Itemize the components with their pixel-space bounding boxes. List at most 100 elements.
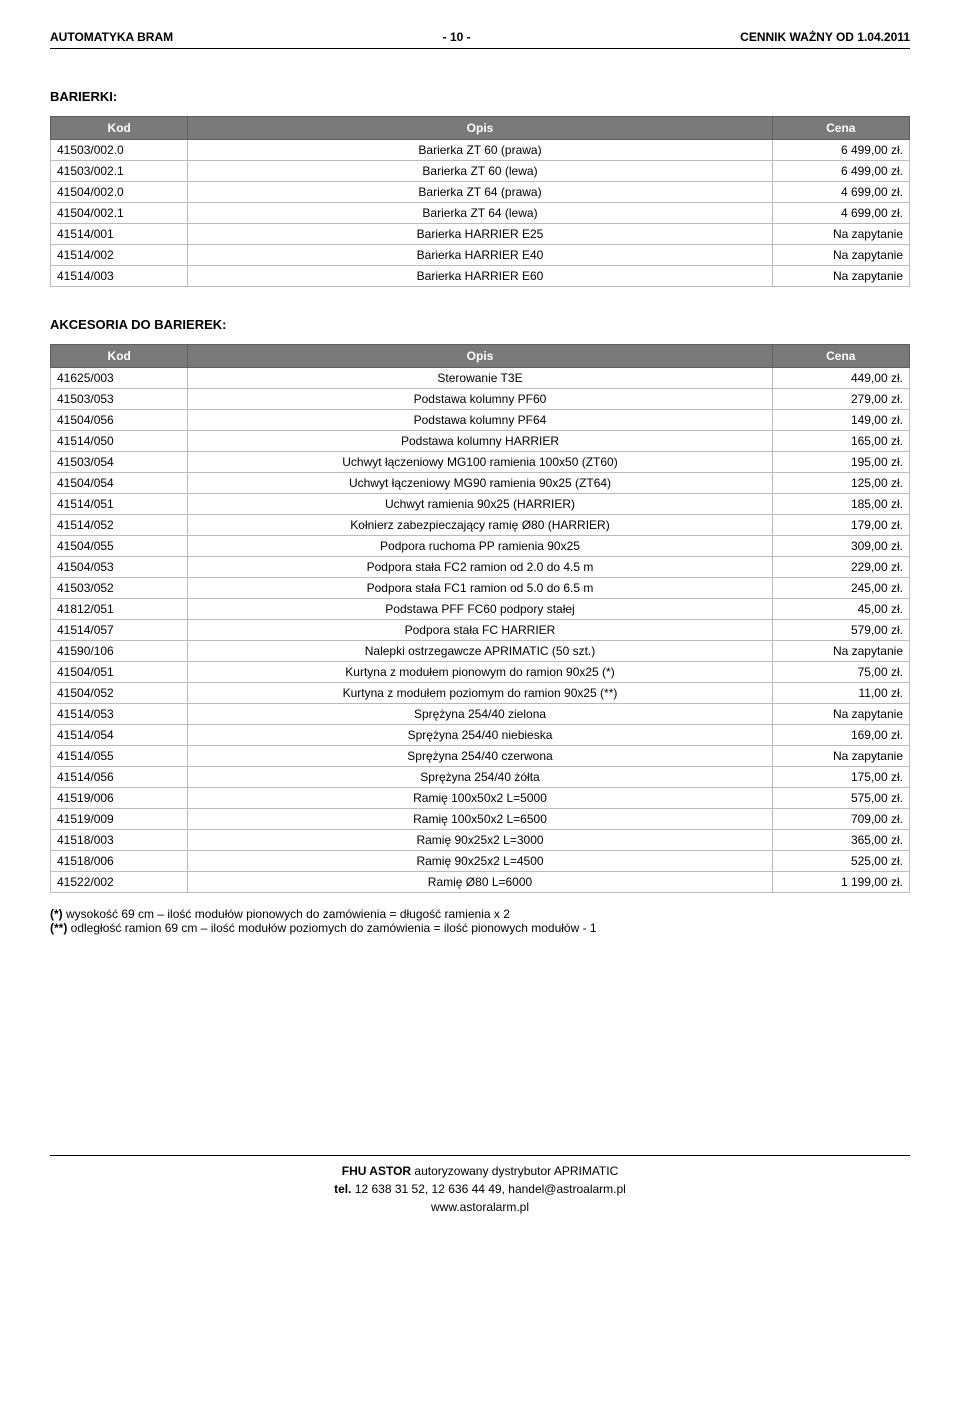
table-cell: 41514/052	[51, 515, 188, 536]
table-cell: 41503/054	[51, 452, 188, 473]
table-cell: Podstawa kolumny HARRIER	[188, 431, 772, 452]
table-cell: 41590/106	[51, 641, 188, 662]
table-cell: Sprężyna 254/40 zielona	[188, 704, 772, 725]
table-cell: Barierka HARRIER E40	[188, 245, 772, 266]
table-cell: 41514/053	[51, 704, 188, 725]
table-row: 41519/009Ramię 100x50x2 L=6500709,00 zł.	[51, 809, 910, 830]
footer-distributor: autoryzowany dystrybutor APRIMATIC	[411, 1164, 618, 1178]
table-header-cell: Cena	[772, 345, 909, 368]
price-table: KodOpisCena41625/003Sterowanie T3E449,00…	[50, 344, 910, 893]
table-cell: 1 199,00 zł.	[772, 872, 909, 893]
table-row: 41503/054Uchwyt łączeniowy MG100 ramieni…	[51, 452, 910, 473]
table-row: 41514/056Sprężyna 254/40 żółta175,00 zł.	[51, 767, 910, 788]
table-header-cell: Cena	[772, 117, 909, 140]
footer-divider	[50, 1155, 910, 1156]
table-cell: Ramię 90x25x2 L=4500	[188, 851, 772, 872]
table-row: 41503/002.0Barierka ZT 60 (prawa)6 499,0…	[51, 140, 910, 161]
header-right: CENNIK WAŻNY OD 1.04.2011	[740, 30, 910, 44]
table-cell: 41518/003	[51, 830, 188, 851]
table-cell: 449,00 zł.	[772, 368, 909, 389]
table-cell: 309,00 zł.	[772, 536, 909, 557]
table-header-cell: Opis	[188, 345, 772, 368]
table-cell: Na zapytanie	[772, 266, 909, 287]
table-cell: 41503/052	[51, 578, 188, 599]
table-row: 41504/055Podpora ruchoma PP ramienia 90x…	[51, 536, 910, 557]
footer-company: FHU ASTOR	[342, 1164, 411, 1178]
section-title: AKCESORIA DO BARIEREK:	[50, 317, 910, 332]
table-cell: 41504/053	[51, 557, 188, 578]
footer-contacts: 12 638 31 52, 12 636 44 49, handel@astro…	[351, 1182, 625, 1196]
table-cell: 6 499,00 zł.	[772, 140, 909, 161]
footnote-text: wysokość 69 cm – ilość modułów pionowych…	[66, 907, 510, 921]
table-row: 41518/006Ramię 90x25x2 L=4500525,00 zł.	[51, 851, 910, 872]
table-cell: Sprężyna 254/40 żółta	[188, 767, 772, 788]
table-row: 41504/051Kurtyna z modułem pionowym do r…	[51, 662, 910, 683]
table-row: 41514/053Sprężyna 254/40 zielonaNa zapyt…	[51, 704, 910, 725]
table-cell: 575,00 zł.	[772, 788, 909, 809]
table-cell: 279,00 zł.	[772, 389, 909, 410]
table-row: 41514/057Podpora stała FC HARRIER579,00 …	[51, 620, 910, 641]
table-row: 41514/001Barierka HARRIER E25Na zapytani…	[51, 224, 910, 245]
table-cell: 41504/002.1	[51, 203, 188, 224]
table-cell: Barierka HARRIER E60	[188, 266, 772, 287]
page-footer: FHU ASTOR autoryzowany dystrybutor APRIM…	[50, 1155, 910, 1216]
table-row: 41812/051Podstawa PFF FC60 podpory stałe…	[51, 599, 910, 620]
table-cell: 229,00 zł.	[772, 557, 909, 578]
price-table: KodOpisCena41503/002.0Barierka ZT 60 (pr…	[50, 116, 910, 287]
table-row: 41503/053Podstawa kolumny PF60279,00 zł.	[51, 389, 910, 410]
table-cell: Na zapytanie	[772, 641, 909, 662]
table-cell: 41519/006	[51, 788, 188, 809]
footnote-line: (**) odległość ramion 69 cm – ilość modu…	[50, 921, 910, 935]
footnotes: (*) wysokość 69 cm – ilość modułów piono…	[50, 907, 910, 935]
table-cell: Na zapytanie	[772, 224, 909, 245]
footnote-mark: (*)	[50, 907, 66, 921]
table-row: 41518/003Ramię 90x25x2 L=3000365,00 zł.	[51, 830, 910, 851]
table-row: 41504/053Podpora stała FC2 ramion od 2.0…	[51, 557, 910, 578]
footer-tel-label: tel.	[334, 1182, 351, 1196]
table-cell: Barierka ZT 64 (lewa)	[188, 203, 772, 224]
table-row: 41514/003Barierka HARRIER E60Na zapytani…	[51, 266, 910, 287]
table-row: 41519/006Ramię 100x50x2 L=5000575,00 zł.	[51, 788, 910, 809]
table-row: 41503/002.1Barierka ZT 60 (lewa)6 499,00…	[51, 161, 910, 182]
table-cell: 41503/002.1	[51, 161, 188, 182]
table-cell: Ramię 100x50x2 L=6500	[188, 809, 772, 830]
table-cell: 4 699,00 zł.	[772, 203, 909, 224]
footnote-line: (*) wysokość 69 cm – ilość modułów piono…	[50, 907, 910, 921]
table-row: 41504/002.1Barierka ZT 64 (lewa)4 699,00…	[51, 203, 910, 224]
table-cell: Na zapytanie	[772, 245, 909, 266]
table-cell: Podpora stała FC1 ramion od 5.0 do 6.5 m	[188, 578, 772, 599]
table-row: 41503/052Podpora stała FC1 ramion od 5.0…	[51, 578, 910, 599]
table-cell: 195,00 zł.	[772, 452, 909, 473]
table-cell: Podstawa kolumny PF60	[188, 389, 772, 410]
table-row: 41625/003Sterowanie T3E449,00 zł.	[51, 368, 910, 389]
footnote-mark: (**)	[50, 921, 71, 935]
table-cell: Barierka ZT 60 (lewa)	[188, 161, 772, 182]
table-cell: 245,00 zł.	[772, 578, 909, 599]
table-cell: 41519/009	[51, 809, 188, 830]
table-cell: 11,00 zł.	[772, 683, 909, 704]
table-cell: Ramię 100x50x2 L=5000	[188, 788, 772, 809]
table-cell: Na zapytanie	[772, 746, 909, 767]
table-header-cell: Kod	[51, 117, 188, 140]
table-row: 41590/106Nalepki ostrzegawcze APRIMATIC …	[51, 641, 910, 662]
table-row: 41504/052Kurtyna z modułem poziomym do r…	[51, 683, 910, 704]
footer-line-1: FHU ASTOR autoryzowany dystrybutor APRIM…	[50, 1162, 910, 1180]
table-cell: 45,00 zł.	[772, 599, 909, 620]
table-cell: 365,00 zł.	[772, 830, 909, 851]
table-cell: 41514/050	[51, 431, 188, 452]
table-cell: 41504/056	[51, 410, 188, 431]
table-cell: Sprężyna 254/40 niebieska	[188, 725, 772, 746]
table-cell: Uchwyt łączeniowy MG100 ramienia 100x50 …	[188, 452, 772, 473]
section-title: BARIERKI:	[50, 89, 910, 104]
table-cell: Podstawa PFF FC60 podpory stałej	[188, 599, 772, 620]
table-cell: 41812/051	[51, 599, 188, 620]
table-cell: 579,00 zł.	[772, 620, 909, 641]
table-cell: 41514/054	[51, 725, 188, 746]
table-cell: 165,00 zł.	[772, 431, 909, 452]
table-row: 41514/051Uchwyt ramienia 90x25 (HARRIER)…	[51, 494, 910, 515]
table-cell: 41503/002.0	[51, 140, 188, 161]
table-cell: Uchwyt łączeniowy MG90 ramienia 90x25 (Z…	[188, 473, 772, 494]
table-cell: 41514/003	[51, 266, 188, 287]
table-header-cell: Kod	[51, 345, 188, 368]
header-divider	[50, 48, 910, 49]
